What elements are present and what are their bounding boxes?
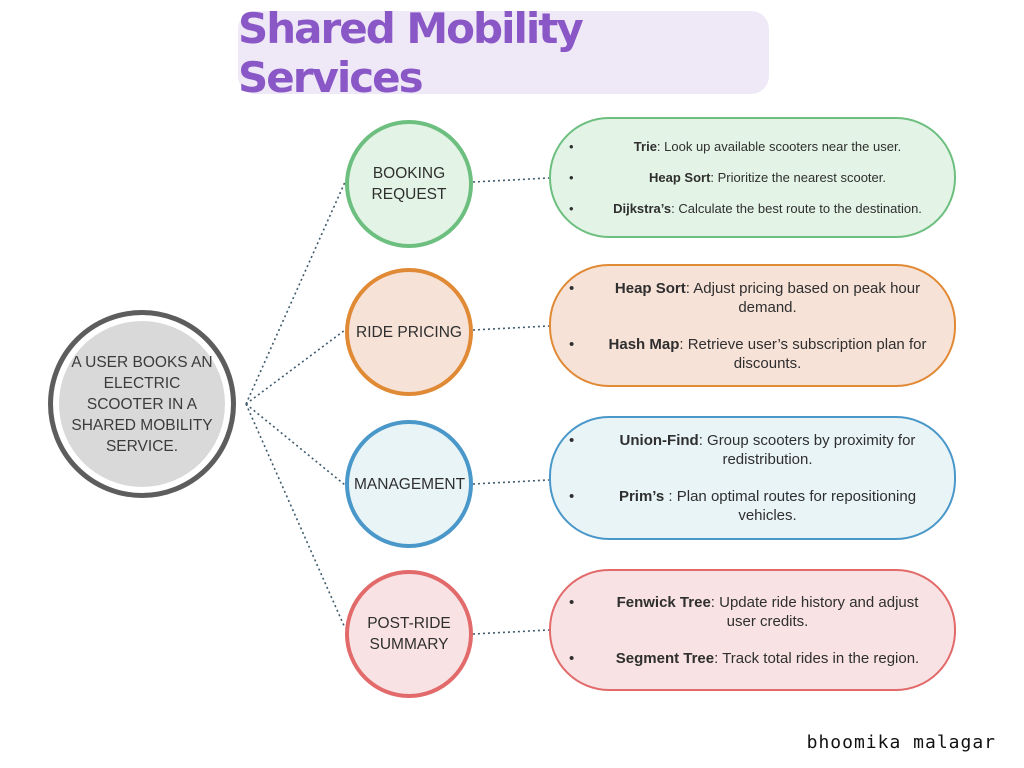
detail-pill-management: Union-Find: Group scooters by proximity … — [549, 416, 956, 540]
list-item: Heap Sort: Prioritize the nearest scoote… — [569, 169, 928, 186]
connector-center-management — [245, 403, 346, 486]
item-text: : Calculate the best route to the destin… — [671, 201, 922, 216]
stage-node-post-ride-summary: POST-RIDE SUMMARY — [345, 570, 473, 698]
stage-node-ride-pricing: RIDE PRICING — [345, 268, 473, 396]
item-term: Prim’s — [618, 488, 665, 505]
detail-pill-ride-pricing: Heap Sort: Adjust pricing based on peak … — [549, 264, 956, 387]
item-text: : Plan optimal routes for repositioning … — [664, 488, 917, 524]
list-item: Fenwick Tree: Update ride history and ad… — [569, 593, 928, 631]
diagram-title: Shared Mobility Services — [238, 3, 584, 102]
item-text: : Look up available scooters near the us… — [656, 139, 902, 154]
list-item: Segment Tree: Track total rides in the r… — [569, 649, 928, 668]
connector-center-booking — [245, 181, 346, 405]
item-term: Trie — [633, 139, 657, 154]
connector-center-pricing — [245, 329, 346, 405]
item-term: Fenwick Tree — [616, 593, 711, 611]
item-term: Union-Find — [619, 432, 699, 449]
item-term: Dijkstra’s — [613, 201, 672, 216]
item-term: Segment Tree — [615, 649, 715, 667]
detail-pill-post-ride-summary: Fenwick Tree: Update ride history and ad… — [549, 569, 956, 691]
stage-label: MANAGEMENT — [354, 475, 466, 493]
stage-label: BOOKING REQUEST — [371, 165, 447, 203]
stage-label: RIDE PRICING — [356, 323, 462, 341]
item-term: Hash Map — [608, 335, 680, 353]
item-text: : Group scooters by proximity for redist… — [698, 432, 916, 468]
connector-postride-pill — [472, 629, 550, 635]
stage-node-management: MANAGEMENT — [345, 420, 473, 548]
item-text: : Adjust pricing based on peak hour dema… — [685, 279, 921, 316]
central-scenario-label: A USER BOOKS AN ELECTRIC SCOOTER IN A SH… — [71, 353, 213, 455]
list-item: Prim’s : Plan optimal routes for reposit… — [569, 487, 928, 525]
connector-management-pill — [472, 479, 550, 485]
list-item: Heap Sort: Adjust pricing based on peak … — [569, 279, 928, 317]
item-term: Heap Sort — [649, 170, 711, 185]
title-banner: Shared Mobility Services — [238, 4, 769, 102]
stage-node-booking-request: BOOKING REQUEST — [345, 120, 473, 248]
item-text: : Prioritize the nearest scooter. — [710, 170, 886, 185]
list-item: Dijkstra’s: Calculate the best route to … — [569, 200, 928, 217]
list-item: Trie: Look up available scooters near th… — [569, 138, 928, 155]
central-scenario-node: A USER BOOKS AN ELECTRIC SCOOTER IN A SH… — [48, 310, 236, 498]
connector-booking-pill — [472, 177, 550, 183]
stage-label: POST-RIDE SUMMARY — [367, 615, 451, 653]
list-item: Hash Map: Retrieve user’s subscription p… — [569, 335, 928, 373]
item-text: : Track total rides in the region. — [714, 649, 920, 667]
detail-pill-booking-request: Trie: Look up available scooters near th… — [549, 117, 956, 238]
list-item: Union-Find: Group scooters by proximity … — [569, 431, 928, 469]
author-credit: bhoomika malagar — [806, 732, 996, 753]
item-term: Heap Sort — [614, 279, 686, 297]
connector-pricing-pill — [472, 325, 550, 331]
item-text: : Update ride history and adjust user cr… — [710, 593, 919, 630]
item-text: : Retrieve user’s subscription plan for … — [679, 335, 927, 372]
connector-center-postride — [245, 403, 346, 629]
